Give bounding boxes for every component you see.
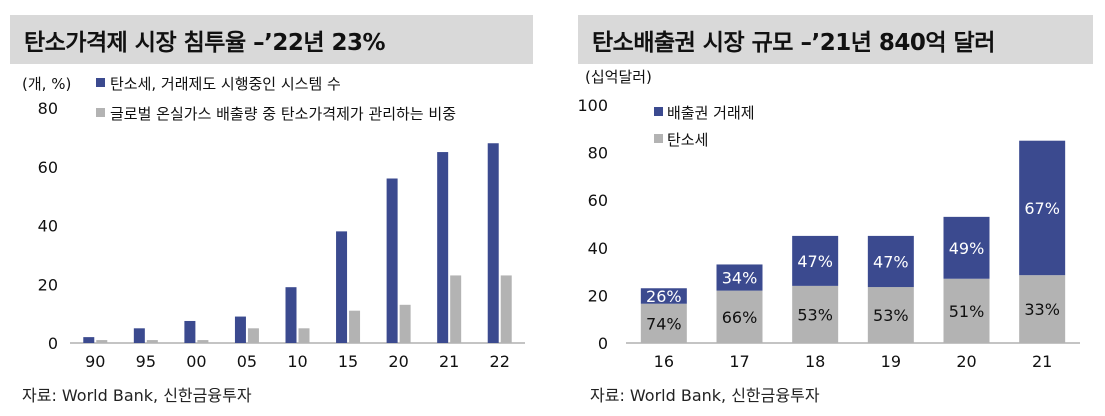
bar-segment-carbon-tax — [716, 290, 763, 343]
bar-segment-carbon-tax — [640, 303, 687, 343]
bar-segment-carbon-tax — [1019, 275, 1066, 343]
bar-systems — [437, 152, 449, 343]
y-tick-label: 40 — [38, 217, 58, 236]
x-tick-label: 10 — [287, 352, 307, 371]
unit-label: (개, %) — [22, 75, 71, 93]
x-tick-label: 20 — [388, 352, 408, 371]
x-tick-label: 15 — [338, 352, 358, 371]
data-label-carbon-tax-share: 51% — [949, 302, 985, 321]
bar-systems — [487, 143, 499, 343]
unit-label: (십억달러) — [585, 68, 652, 86]
x-tick-label: 21 — [439, 352, 459, 371]
data-label-carbon-tax-share: 74% — [646, 314, 682, 333]
bar-chart-carbon-pricing: (개, %) 0 20 40 60 80 90 95 00 05 10 15 20 21 22 탄소세, 거래… — [22, 75, 525, 371]
bar-systems — [184, 320, 196, 343]
bar-systems — [133, 328, 145, 343]
bar-segment-ets — [716, 264, 763, 291]
bar-systems — [285, 287, 297, 343]
x-tick-label: 17 — [729, 352, 749, 371]
bar-systems — [83, 337, 95, 343]
data-label-ets-share: 49% — [949, 239, 985, 258]
bar-systems — [336, 231, 348, 343]
x-tick-label: 05 — [237, 352, 257, 371]
bar-coverage-share — [349, 310, 361, 343]
x-tick-label: 20 — [956, 352, 976, 371]
bar-coverage-share — [146, 340, 158, 343]
y-tick-label: 60 — [38, 158, 58, 177]
bar-coverage-share — [197, 340, 209, 343]
bar-segment-carbon-tax — [792, 285, 839, 343]
y-tick-label: 80 — [38, 99, 58, 118]
chart-title: 탄소가격제 시장 침투율 –’22년 23% — [10, 15, 533, 64]
x-tick-label: 16 — [654, 352, 674, 371]
x-tick-label: 21 — [1032, 352, 1052, 371]
bar-coverage-share — [399, 304, 411, 343]
legend-swatch — [96, 78, 105, 87]
legend-label: 탄소세 — [667, 131, 708, 149]
bar-segment-ets — [867, 235, 914, 288]
bar-coverage-share — [247, 328, 259, 343]
legend-label: 글로벌 온실가스 배출량 중 탄소가격제가 관리하는 비중 — [110, 105, 456, 123]
bar-segment-ets — [792, 235, 839, 286]
source-note: 자료: World Bank, 신한금융투자 — [590, 386, 820, 405]
bar-coverage-share — [96, 340, 108, 343]
bar-coverage-share — [450, 275, 462, 343]
legend-swatch — [96, 108, 105, 117]
x-tick-label: 00 — [186, 352, 206, 371]
chart-title: 탄소배출권 시장 규모 –’21년 840억 달러 — [578, 15, 1093, 64]
data-label-ets-share: 47% — [873, 252, 909, 271]
legend-swatch — [654, 134, 663, 143]
x-tick-label: 95 — [136, 352, 156, 371]
legend-label: 배출권 거래제 — [667, 104, 755, 122]
y-tick-label: 100 — [577, 96, 608, 115]
bar-segment-ets — [943, 216, 990, 279]
data-label-ets-share: 67% — [1024, 199, 1060, 218]
chart-panel-right: 탄소배출권 시장 규모 –’21년 840억 달러 (십억달러) 0 20 40 60 8… — [568, 0, 1105, 416]
data-label-ets-share: 26% — [646, 287, 682, 306]
data-label-ets-share: 47% — [797, 252, 833, 271]
bar-segment-carbon-tax — [867, 287, 914, 343]
stacked-bar-chart-market-size: (십억달러) 0 20 40 60 80 100 74% 26% 16 66% 34% 17 53% 47%… — [577, 68, 1080, 371]
y-tick-label: 60 — [588, 191, 608, 210]
bar-segment-ets — [640, 288, 687, 304]
x-tick-label: 90 — [85, 352, 105, 371]
legend-swatch — [654, 107, 663, 116]
bar-systems — [386, 178, 398, 343]
bar-coverage-share — [298, 328, 310, 343]
data-label-carbon-tax-share: 33% — [1024, 300, 1060, 319]
bar-segment-carbon-tax — [943, 278, 990, 343]
chart-panel-left: 탄소가격제 시장 침투율 –’22년 23% (개, %) 0 20 40 60 80 90… — [0, 0, 545, 416]
y-tick-label: 20 — [38, 275, 58, 294]
source-note: 자료: World Bank, 신한금융투자 — [22, 386, 252, 405]
y-tick-label: 20 — [588, 286, 608, 305]
data-label-carbon-tax-share: 66% — [722, 308, 758, 327]
legend-label: 탄소세, 거래제도 시행중인 시스템 수 — [110, 75, 341, 93]
data-label-ets-share: 34% — [722, 269, 758, 288]
data-label-carbon-tax-share: 53% — [873, 306, 909, 325]
bar-segment-ets — [1019, 140, 1066, 276]
y-tick-label: 0 — [598, 334, 608, 353]
data-label-carbon-tax-share: 53% — [797, 305, 833, 324]
x-tick-label: 18 — [805, 352, 825, 371]
bar-coverage-share — [500, 275, 512, 343]
y-tick-label: 80 — [588, 144, 608, 163]
x-tick-label: 19 — [881, 352, 901, 371]
y-tick-label: 40 — [588, 239, 608, 258]
y-tick-label: 0 — [48, 334, 58, 353]
bar-systems — [234, 316, 246, 343]
x-tick-label: 22 — [490, 352, 510, 371]
